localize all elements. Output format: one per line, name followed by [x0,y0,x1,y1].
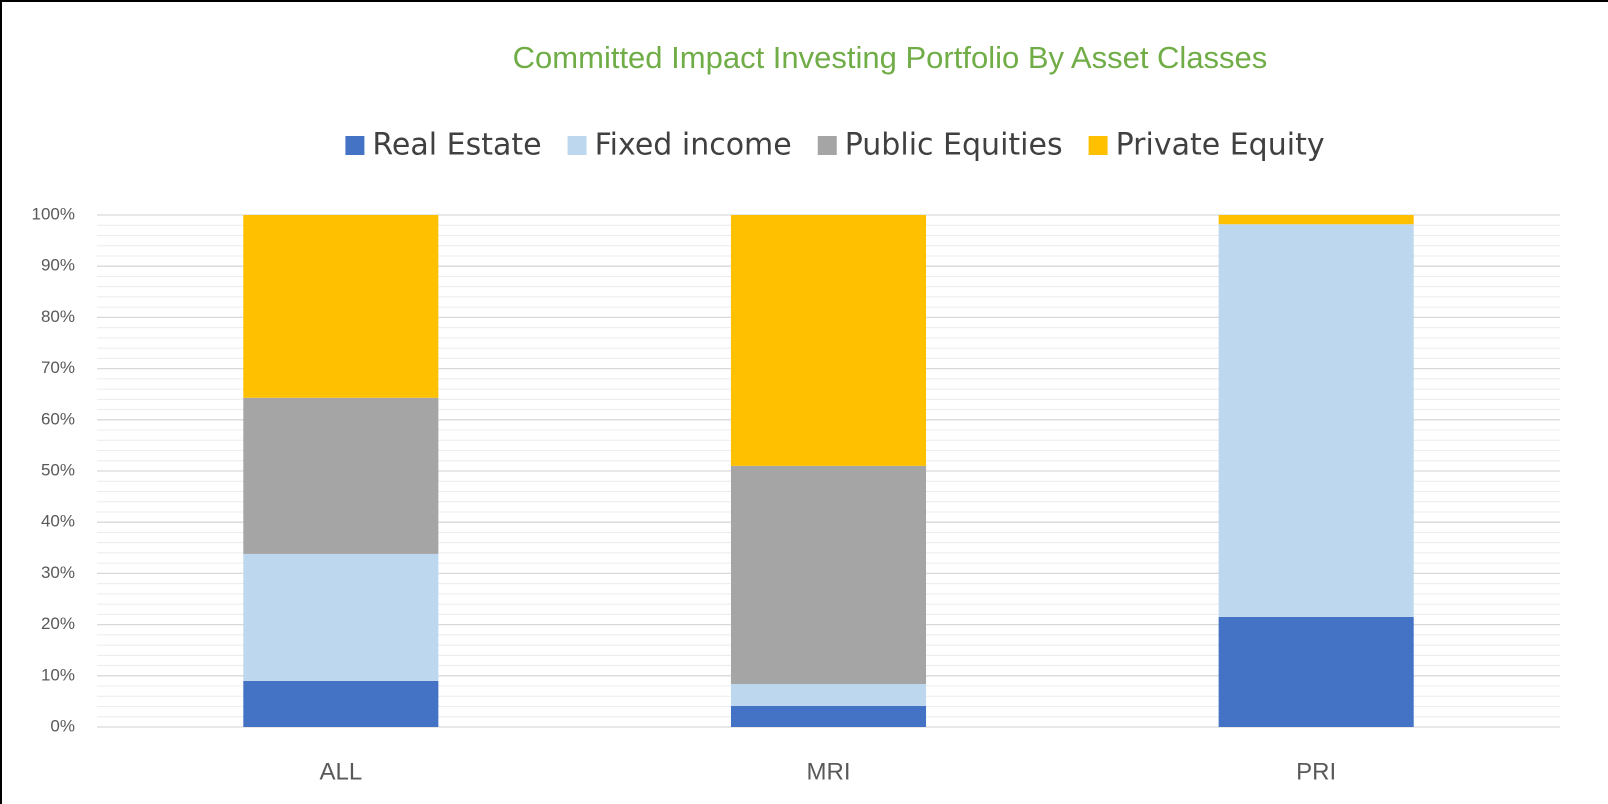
y-tick-label: 30% [41,563,75,582]
bar-segment [243,553,439,681]
y-tick-label: 10% [41,665,75,684]
legend-label: Real Estate [372,128,541,163]
y-tick-label: 100% [32,204,75,223]
legend-swatch [567,136,587,155]
legend-label: Private Equity [1116,128,1325,163]
bar-segment [243,215,439,398]
bar-segment [243,397,439,554]
bar-segment [1218,616,1414,727]
bar-segment [730,465,927,684]
legend-swatch [1088,136,1108,155]
legend: Real Estate Fixed income Public Equities Pr… [345,128,1325,163]
legend-swatch [817,136,837,155]
bar-segment [730,706,927,727]
y-tick-label: 40% [41,512,75,531]
legend-label: Public Equities [845,128,1063,163]
y-tick-label: 80% [41,307,75,326]
y-tick-label: 0% [50,716,75,735]
bar-segment [243,680,439,727]
x-tick-label: ALL [319,758,362,785]
bar-segment [1218,224,1414,617]
bar-segment [730,215,927,466]
y-tick-label: 90% [41,256,75,275]
y-tick-label: 70% [41,358,75,377]
y-tick-label: 50% [41,460,75,479]
y-tick-label: 20% [41,614,75,633]
bar-segment [1218,215,1414,225]
y-tick-label: 60% [41,409,75,428]
bar-segment [730,683,927,707]
x-tick-label: MRI [807,758,851,785]
x-tick-label: PRI [1296,758,1336,785]
legend-swatch [345,136,365,155]
chart-title: Committed Impact Investing Portfolio By … [513,40,1268,75]
legend-label: Fixed income [595,128,792,163]
